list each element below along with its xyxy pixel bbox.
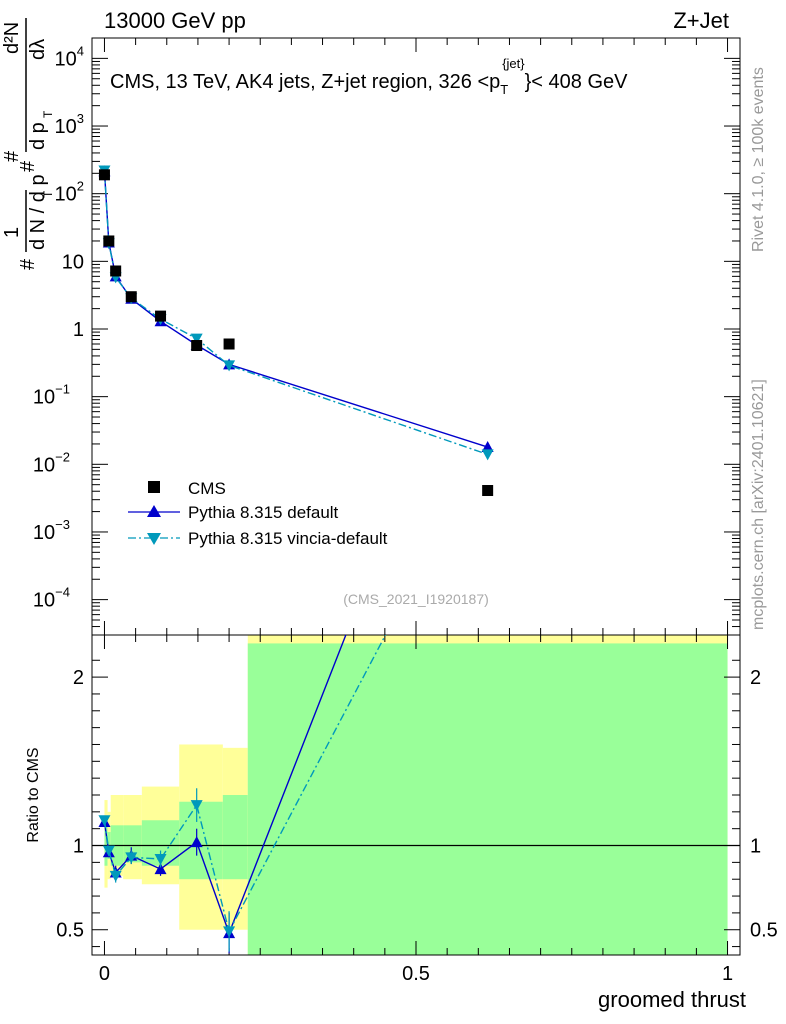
x-axis-label: groomed thrust <box>598 987 746 1012</box>
ratio-point-1 <box>190 800 203 812</box>
series-line-0 <box>103 171 488 448</box>
title-sub: T <box>500 82 508 97</box>
series-0-point <box>481 441 494 453</box>
ratio-point-1 <box>102 845 115 857</box>
cms-point <box>98 169 110 181</box>
ratio-point-0 <box>154 863 167 875</box>
ratio-axes: 0 0.5 1 0.5 0.5 1 1 2 2 <box>56 635 778 985</box>
cms-point <box>125 291 137 303</box>
title-main: CMS, 13 TeV, AK4 jets, Z+jet region, 326… <box>110 71 500 93</box>
ylabel-hash2: # <box>17 160 39 172</box>
ratio-point-1 <box>109 870 122 882</box>
ylabel-num: # <box>1 150 23 162</box>
analysis-watermark: (CMS_2021_I1920187) <box>343 591 489 607</box>
legend-label-vincia: Pythia 8.315 vincia-default <box>188 529 388 548</box>
y-tick-label-6: 10−2 <box>33 449 70 476</box>
ylabel-T: T <box>41 190 55 198</box>
cms-point <box>482 485 494 497</box>
y-tick-label-7: 10−3 <box>33 517 70 544</box>
ratio-y-axis-label: Ratio to CMS <box>25 747 42 842</box>
inner-band-bin-6 <box>222 795 248 880</box>
y-tick-label-0: 104 <box>55 43 84 70</box>
legend-marker-default <box>147 505 161 517</box>
ratio-series <box>98 267 494 954</box>
ratio-point-0 <box>482 267 494 278</box>
cms-point <box>110 265 122 277</box>
ratio-tick-label-left-2: 2 <box>73 667 84 689</box>
ylabel-d2N: d²N <box>1 22 23 54</box>
ratio-point-1 <box>223 926 236 938</box>
ylabel-den: d p <box>27 122 49 150</box>
ratio-point-1 <box>125 852 138 864</box>
inner-band-bin-5 <box>179 801 223 880</box>
legend-marker-vincia <box>147 533 161 545</box>
y-tick-label-1: 103 <box>55 111 84 138</box>
x-tick-label-2: 1 <box>722 963 733 985</box>
y-tick-label-5: 10−1 <box>33 382 70 409</box>
y-axis-label: # 1 d N / d p T # # d²N d p T dλ <box>1 18 55 270</box>
title-sup: {jet} <box>502 56 525 71</box>
ratio-uncertainty-bands <box>104 635 728 955</box>
y-tick-label-2: 102 <box>55 179 84 206</box>
title-tail: }< 408 GeV <box>525 71 629 93</box>
ylabel-dl: dλ <box>27 39 49 60</box>
series-1-point <box>481 449 494 461</box>
ratio-tick-label-left-1: 1 <box>73 836 84 858</box>
legend-label-cms: CMS <box>188 479 226 498</box>
y-tick-label-8: 10−4 <box>33 585 70 612</box>
ratio-tick-label-right-0: 0.5 <box>750 920 778 942</box>
ratio-tick-label-right-2: 2 <box>750 667 761 689</box>
ratio-series-group <box>98 267 494 954</box>
series-1-point <box>223 360 236 372</box>
cms-point <box>103 235 115 247</box>
ratio-line-1 <box>103 635 387 934</box>
y-tick-label-3: 10 <box>62 251 84 273</box>
y-tick-label-4: 1 <box>73 319 84 341</box>
cms-point <box>191 340 203 352</box>
ylabel-hash1: # <box>17 258 39 270</box>
inner-band-bin-0 <box>104 821 108 866</box>
ratio-tick-label-left-0: 0.5 <box>56 920 84 942</box>
ratio-point-1 <box>98 815 111 827</box>
rivet-version-label: Rivet 4.1.0, ≥ 100k events <box>750 67 767 252</box>
mcplots-label: mcplots.cern.ch [arXiv:2401.10621] <box>750 379 767 630</box>
ylabel-dN: d N / d p <box>27 174 49 250</box>
series-1-point <box>190 333 203 345</box>
ylabel-T2: T <box>41 110 55 118</box>
cms-point <box>155 310 167 322</box>
legend: CMS Pythia 8.315 default Pythia 8.315 vi… <box>128 479 388 548</box>
inner-band-bin-7 <box>247 643 728 955</box>
x-tick-label-0: 0 <box>99 963 110 985</box>
ratio-point-1 <box>154 854 167 865</box>
legend-label-default: Pythia 8.315 default <box>188 503 339 522</box>
ratio-point-0 <box>190 836 203 848</box>
header-left: 13000 GeV pp <box>104 8 246 33</box>
cms-point <box>223 338 235 350</box>
ylabel-one: 1 <box>1 227 23 238</box>
x-tick-label-1: 0.5 <box>402 963 430 985</box>
main-series <box>98 165 494 497</box>
plot-title: CMS, 13 TeV, AK4 jets, Z+jet region, 326… <box>110 56 628 97</box>
header-right: Z+Jet <box>673 8 729 33</box>
legend-marker-cms <box>148 481 160 493</box>
ratio-tick-label-right-1: 1 <box>750 836 761 858</box>
